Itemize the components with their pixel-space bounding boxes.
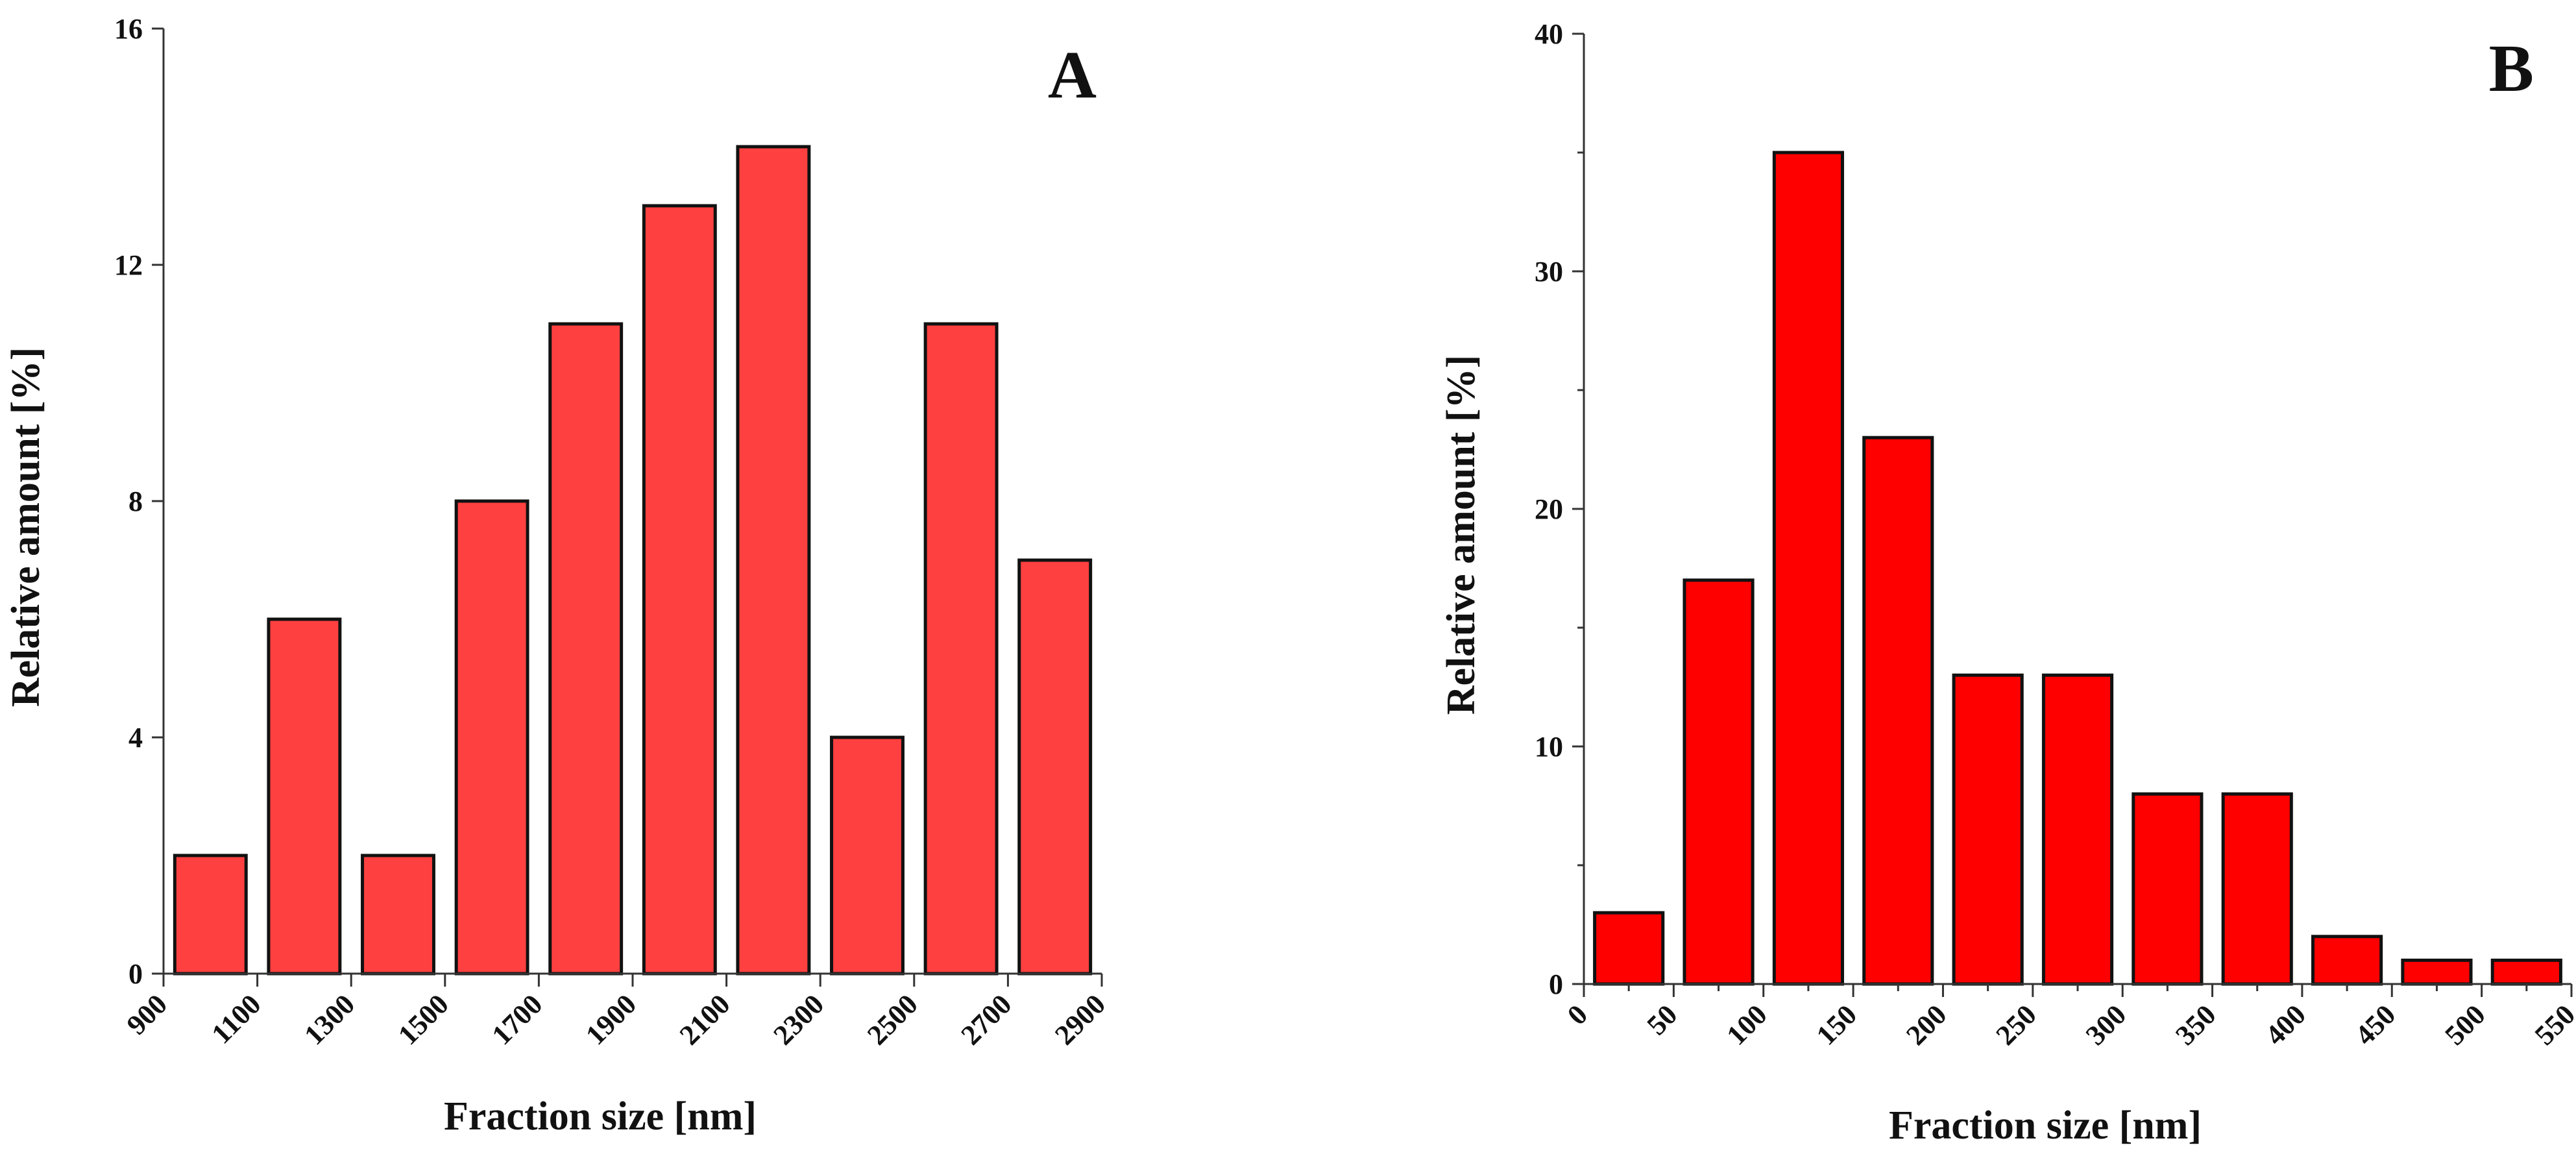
y-tick-label: 16 [114,13,143,45]
histogram-bar [2221,792,2293,986]
histogram-bar [548,322,624,976]
x-tick-label: 400 [2259,998,2312,1051]
histogram-bar [454,499,529,976]
x-tick-label: 1300 [298,988,361,1051]
x-tick-label: 2700 [955,988,1018,1051]
histogram-bar [736,145,811,976]
panel-label: B [2489,31,2534,106]
x-tick-label: 900 [121,988,173,1040]
histogram-bar [2490,958,2562,986]
y-tick-label: 8 [128,486,143,517]
histogram-bar [1952,673,2024,986]
y-tick-label: 0 [128,958,143,990]
histogram-bar [2311,935,2383,986]
histogram-bar [1683,578,1755,986]
x-tick-label: 300 [2080,998,2132,1051]
x-tick-label: 2500 [861,988,924,1051]
histogram-bar [1862,436,1934,986]
y-tick-label: 40 [1535,18,1563,50]
x-tick-label: 2300 [767,988,830,1051]
x-tick-label: 0 [1561,998,1594,1031]
histogram-bar [2041,673,2114,986]
histogram-bar [361,854,435,976]
y-tick-label: 0 [1549,968,1563,1000]
x-tick-label: 250 [1990,998,2043,1051]
y-tick-label: 12 [114,249,143,281]
histogram-bar [2132,792,2204,986]
histogram-bar [1593,911,1665,986]
x-tick-label: 450 [2349,998,2401,1051]
x-axis-title: Fraction size [nm] [1889,1103,2202,1148]
histogram-bar [923,322,999,976]
y-tick-label: 30 [1535,256,1563,288]
x-tick-label: 1500 [392,988,455,1051]
x-tick-label: 1100 [206,988,267,1050]
x-tick-label: 1700 [486,988,549,1051]
x-tick-label: 500 [2438,998,2491,1051]
x-axis-title: Fraction size [nm] [444,1094,757,1138]
histogram-bar [1017,558,1093,976]
y-tick-label: 20 [1535,493,1563,525]
y-tick-label: 10 [1535,731,1563,763]
x-tick-label: 550 [2529,998,2576,1051]
x-tick-label: 100 [1720,998,1773,1051]
x-tick-label: 150 [1810,998,1863,1051]
x-tick-label: 200 [1900,998,1952,1051]
y-axis-title: Relative amount [%] [1439,355,1483,715]
histogram-bar [173,854,248,976]
x-tick-label: 1900 [579,988,642,1051]
histogram-bar [1772,151,1844,986]
histogram-bar [642,204,717,976]
panel-label: A [1048,38,1097,112]
x-tick-label: 50 [1641,998,1684,1041]
y-axis-title: Relative amount [%] [4,347,48,707]
x-tick-label: 2900 [1049,988,1112,1051]
histogram-bar [267,617,342,976]
x-tick-label: 350 [2169,998,2222,1051]
histogram-bar [830,735,905,976]
histogram-bar [2401,958,2473,986]
histogram-panel-a: 0 4 8 12 16 900 1100 1300 1500 1700 1900 2100 2300 25… [4,13,1112,1138]
y-tick-label: 4 [128,722,143,754]
x-tick-label: 2100 [674,988,736,1051]
